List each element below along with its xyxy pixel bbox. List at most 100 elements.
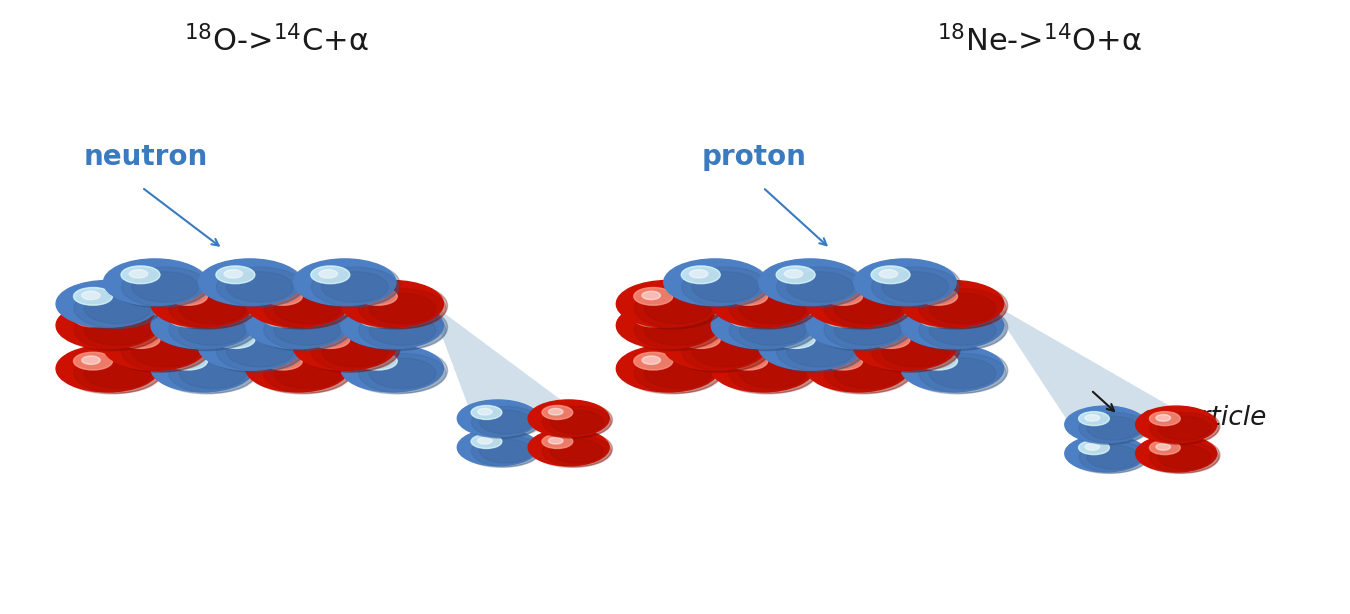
Circle shape (130, 270, 147, 278)
Circle shape (644, 315, 711, 345)
Circle shape (543, 406, 612, 438)
Circle shape (151, 345, 254, 392)
Circle shape (319, 270, 338, 278)
Circle shape (716, 282, 818, 329)
Circle shape (1068, 408, 1149, 445)
Circle shape (551, 410, 603, 434)
Circle shape (263, 354, 351, 393)
Circle shape (664, 259, 767, 306)
Circle shape (202, 261, 305, 308)
Circle shape (274, 315, 340, 345)
Circle shape (169, 309, 208, 327)
Text: proton: proton (702, 142, 807, 171)
Circle shape (1139, 437, 1220, 473)
Circle shape (634, 354, 721, 393)
Circle shape (919, 354, 1006, 393)
Circle shape (224, 335, 243, 343)
Circle shape (57, 345, 159, 392)
Circle shape (250, 347, 352, 394)
Circle shape (471, 435, 540, 467)
Circle shape (621, 347, 724, 394)
Circle shape (1068, 437, 1149, 473)
Circle shape (198, 259, 301, 306)
Circle shape (871, 266, 910, 284)
Circle shape (716, 347, 818, 394)
Circle shape (711, 302, 814, 349)
Circle shape (617, 345, 720, 392)
Circle shape (633, 287, 672, 305)
Circle shape (169, 287, 208, 305)
Circle shape (787, 336, 853, 367)
Circle shape (369, 293, 436, 324)
Circle shape (740, 315, 806, 345)
Circle shape (224, 270, 243, 278)
Circle shape (644, 358, 711, 389)
Circle shape (84, 358, 151, 389)
Circle shape (548, 437, 563, 444)
Circle shape (634, 289, 721, 328)
Circle shape (551, 439, 603, 463)
Circle shape (853, 259, 956, 306)
Circle shape (776, 267, 864, 307)
Circle shape (344, 304, 447, 351)
Circle shape (929, 293, 996, 324)
Circle shape (471, 406, 540, 438)
Circle shape (57, 302, 159, 349)
Circle shape (180, 293, 246, 324)
Circle shape (479, 410, 532, 434)
Circle shape (458, 400, 539, 437)
Circle shape (57, 281, 159, 327)
Circle shape (271, 291, 290, 300)
Circle shape (271, 356, 290, 364)
Circle shape (293, 324, 396, 370)
Circle shape (155, 304, 258, 351)
Circle shape (122, 331, 159, 348)
Circle shape (132, 336, 198, 367)
Circle shape (806, 302, 909, 349)
Circle shape (929, 315, 996, 345)
Circle shape (1149, 411, 1180, 426)
Circle shape (227, 272, 293, 302)
Circle shape (369, 358, 436, 389)
Circle shape (716, 304, 818, 351)
Circle shape (633, 309, 672, 327)
Circle shape (729, 309, 768, 327)
Circle shape (776, 266, 815, 284)
Circle shape (682, 266, 721, 284)
Circle shape (151, 281, 254, 327)
Circle shape (344, 282, 447, 329)
Circle shape (198, 324, 301, 370)
Circle shape (834, 293, 900, 324)
Circle shape (737, 356, 756, 364)
Text: $^{18}$O->$^{14}$C+α: $^{18}$O->$^{14}$C+α (185, 25, 369, 57)
Circle shape (879, 335, 898, 343)
Circle shape (882, 336, 949, 367)
Circle shape (617, 281, 720, 327)
Circle shape (929, 358, 996, 389)
Circle shape (784, 335, 803, 343)
Circle shape (108, 261, 211, 308)
Circle shape (532, 430, 613, 467)
Circle shape (759, 324, 861, 370)
Circle shape (122, 267, 209, 307)
Circle shape (633, 352, 672, 370)
Circle shape (359, 310, 446, 350)
Circle shape (340, 302, 443, 349)
Circle shape (73, 309, 112, 327)
Circle shape (74, 310, 161, 350)
Circle shape (1079, 411, 1110, 426)
Circle shape (1156, 414, 1170, 421)
Circle shape (872, 267, 958, 307)
Circle shape (250, 282, 352, 329)
Circle shape (344, 347, 447, 394)
Circle shape (824, 354, 911, 393)
Circle shape (1087, 445, 1139, 469)
Circle shape (1079, 441, 1110, 454)
Circle shape (900, 281, 1003, 327)
Circle shape (763, 325, 865, 372)
Circle shape (904, 347, 1007, 394)
Circle shape (737, 291, 756, 300)
Circle shape (297, 261, 400, 308)
Circle shape (528, 400, 609, 437)
Circle shape (61, 282, 163, 329)
